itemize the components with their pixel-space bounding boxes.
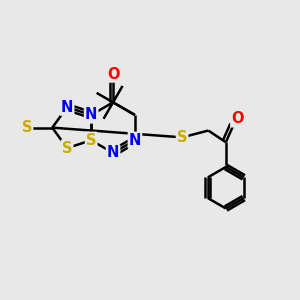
Text: S: S [177,130,187,145]
Text: N: N [85,107,98,122]
Text: O: O [107,67,119,82]
Text: S: S [86,133,96,148]
Text: N: N [129,133,141,148]
Text: S: S [62,141,72,156]
Text: N: N [61,100,73,115]
Text: S: S [22,120,32,135]
Text: O: O [231,111,244,126]
Text: N: N [107,146,119,160]
